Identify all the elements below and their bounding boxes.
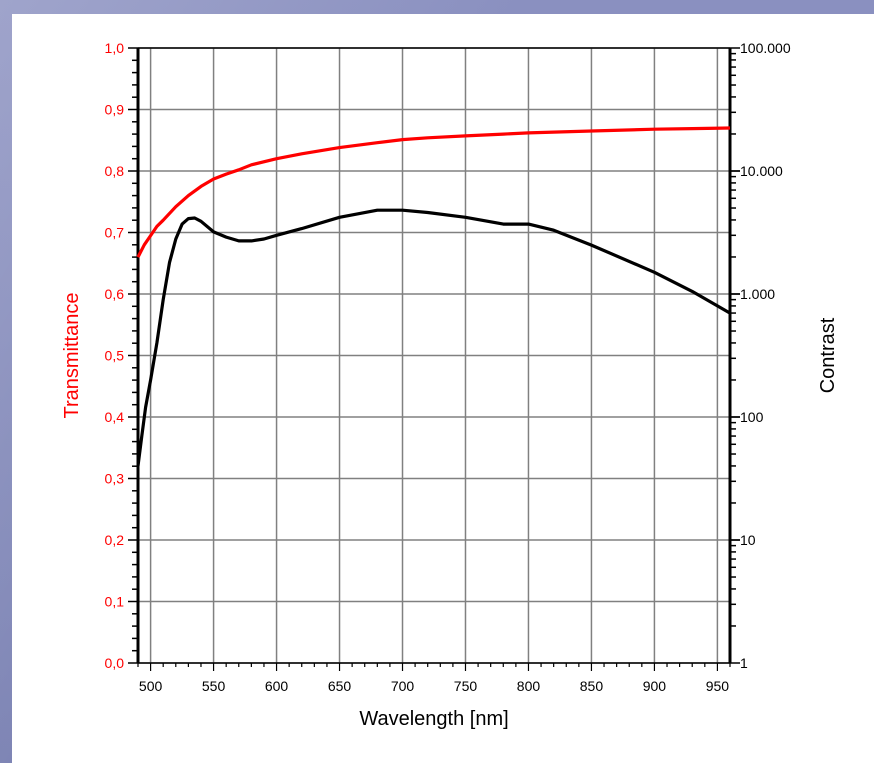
- series-line-contrast: [136, 208, 731, 467]
- right-tick-label: 100.000: [740, 40, 791, 56]
- x-tick-label: 600: [265, 678, 289, 694]
- x-axis-title: Wavelength [nm]: [359, 708, 508, 730]
- series-line-transmittance: [136, 126, 731, 258]
- series-lines: [136, 126, 731, 467]
- tick-labels: 500 550 600 650 700 750 800 850 900 950 0,0 0,1 0,2 0…: [105, 40, 791, 694]
- left-tick-label: 0,1: [105, 594, 125, 610]
- left-tick-label: 0,7: [105, 225, 125, 241]
- left-tick-label: 0,8: [105, 163, 125, 179]
- left-tick-label: 0,9: [105, 102, 125, 118]
- right-axis-title: Contrast: [817, 317, 839, 393]
- right-tick-label: 10: [740, 532, 756, 548]
- x-tick-label: 700: [391, 678, 415, 694]
- right-tick-label: 100: [740, 409, 764, 425]
- x-tick-label: 550: [202, 678, 226, 694]
- right-tick-label: 1: [740, 655, 748, 671]
- x-tick-label: 650: [328, 678, 352, 694]
- x-tick-label: 750: [454, 678, 478, 694]
- left-tick-label: 0,4: [105, 409, 125, 425]
- x-tick-label: 500: [139, 678, 163, 694]
- left-tick-label: 1,0: [105, 40, 125, 56]
- left-tick-label: 0,6: [105, 286, 125, 302]
- grid-lines: [138, 47, 730, 664]
- x-tick-label: 850: [580, 678, 604, 694]
- right-tick-label: 1.000: [740, 286, 775, 302]
- x-tick-label: 800: [517, 678, 541, 694]
- left-tick-label: 0,2: [105, 532, 125, 548]
- axes: [128, 47, 740, 671]
- left-tick-label: 0,5: [105, 348, 125, 364]
- left-tick-label: 0,3: [105, 471, 125, 487]
- x-tick-label: 900: [643, 678, 667, 694]
- left-axis-title: Transmittance: [61, 293, 83, 419]
- x-tick-label: 950: [706, 678, 730, 694]
- right-tick-label: 10.000: [740, 163, 783, 179]
- left-tick-label: 0,0: [105, 655, 125, 671]
